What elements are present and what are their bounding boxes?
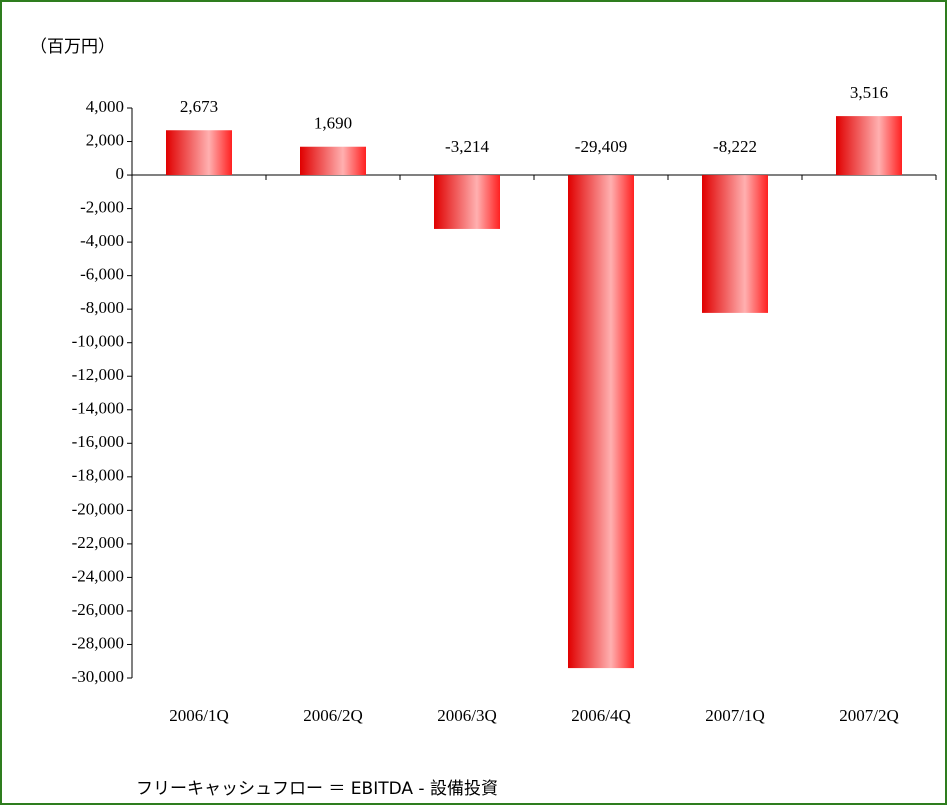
y-tick-label: -28,000 — [72, 633, 124, 652]
x-tick-label: 2006/3Q — [437, 706, 497, 725]
y-tick-label: -22,000 — [72, 533, 124, 552]
y-tick-label: -20,000 — [72, 499, 124, 518]
y-tick-label: -30,000 — [72, 667, 124, 686]
x-tick-label: 2006/2Q — [303, 706, 363, 725]
x-tick-label: 2007/2Q — [839, 706, 899, 725]
y-tick-label: -6,000 — [80, 265, 124, 284]
bar — [300, 146, 366, 176]
y-tick-label: -18,000 — [72, 466, 124, 485]
y-tick-label: -24,000 — [72, 566, 124, 585]
y-tick-label: 0 — [116, 164, 125, 183]
value-label: -29,409 — [575, 137, 627, 156]
bar — [434, 175, 500, 229]
note: フリーキャッシュフロー ＝ EBITDA - 設備投資 — [136, 779, 498, 799]
value-label: -3,214 — [445, 137, 489, 156]
x-tick-label: 2006/1Q — [169, 706, 229, 725]
y-tick-label: -4,000 — [80, 231, 124, 250]
y-tick-label: -12,000 — [72, 365, 124, 384]
unit-label: （百万円） — [30, 37, 115, 57]
y-tick-label: -14,000 — [72, 399, 124, 418]
bar — [166, 130, 232, 176]
value-label: 3,516 — [850, 83, 888, 102]
y-tick-label: -26,000 — [72, 600, 124, 619]
value-label: 1,690 — [314, 114, 352, 133]
y-tick-label: -10,000 — [72, 332, 124, 351]
bar — [836, 116, 902, 176]
value-label: 2,673 — [180, 97, 218, 116]
x-tick-label: 2007/1Q — [705, 706, 765, 725]
bar — [702, 175, 768, 313]
y-tick-label: 4,000 — [86, 97, 124, 116]
x-tick-label: 2006/4Q — [571, 706, 631, 725]
y-tick-label: -16,000 — [72, 432, 124, 451]
y-tick-label: -8,000 — [80, 298, 124, 317]
y-tick-label: -2,000 — [80, 197, 124, 216]
bar — [568, 175, 634, 669]
y-tick-label: 2,000 — [86, 130, 124, 149]
value-label: -8,222 — [713, 137, 757, 156]
